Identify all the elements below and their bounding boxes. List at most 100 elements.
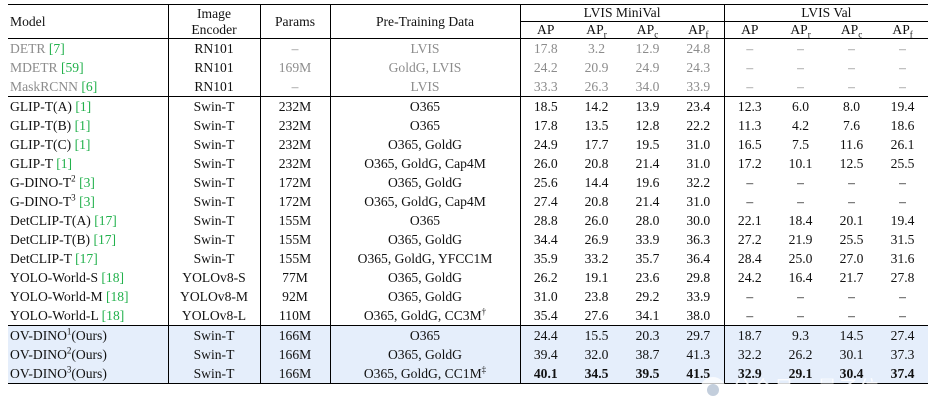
pretraining-data-header: Pre-Training Data xyxy=(330,4,521,39)
model-variant-sup: 2 xyxy=(66,345,72,356)
params-cell: 155M xyxy=(260,230,331,249)
model-name: YOLO-World-L xyxy=(10,308,102,323)
val-apc-cell: – xyxy=(848,308,855,323)
minival-ap-cell: 28.8 xyxy=(533,213,558,228)
val-apr-cell: 4.2 xyxy=(792,118,810,133)
val-apr-cell: 18.4 xyxy=(788,213,813,228)
minival-apc-cell: 29.2 xyxy=(635,289,660,304)
minival-apf-cell: 29.8 xyxy=(673,268,725,287)
table-body: DETR [7] RN101– LVIS 17.8 3.2 12.9 24.8– – – – MDE… xyxy=(8,38,929,384)
citation-ref: [1] xyxy=(75,99,92,114)
model-name-tail: (Ours) xyxy=(71,347,107,362)
val-apc-cell: 25.5 xyxy=(839,232,864,247)
minival-apf-cell: 41.3 xyxy=(673,345,725,364)
val-apf-cell: – xyxy=(899,308,906,323)
pretraining-data-text: O365 xyxy=(409,213,441,228)
citation-ref: [6] xyxy=(81,79,98,94)
model-name-tail: (Ours) xyxy=(71,366,107,381)
minival-apc-cell: 21.4 xyxy=(635,194,660,209)
val-apf-cell: – xyxy=(899,60,906,75)
minival-ap-cell: 18.5 xyxy=(520,96,571,116)
table-row: MDETR [59] RN101 169M GoldG, LVIS 24.2 20.9 24… xyxy=(8,58,928,77)
minival-apc-cell: 24.9 xyxy=(635,60,660,75)
val-apc-cell: – xyxy=(848,175,855,190)
val-apr-cell: 7.5 xyxy=(792,137,810,152)
minival-apr-cell: 20.9 xyxy=(584,60,609,75)
image-encoder-cell: RN101 xyxy=(168,58,261,77)
model-cell: OV-DINO1(Ours) xyxy=(8,325,169,345)
val-ap-cell: 32.9 xyxy=(724,364,776,384)
pretraining-data-text: LVIS xyxy=(410,79,440,94)
val-apf-cell: 19.4 xyxy=(877,96,929,116)
pretraining-data-text: O365, GoldG, YFCC1M xyxy=(357,251,493,266)
params-cell: – xyxy=(260,77,331,97)
minival-apr-cell: 23.8 xyxy=(584,289,609,304)
val-apr-cell: – xyxy=(797,60,804,75)
pretraining-data-cell: O365, GoldG xyxy=(330,173,521,192)
pretraining-data-cell: O365, GoldG xyxy=(330,268,521,287)
model-cell: GLIP-T(A) [1] xyxy=(8,96,169,116)
model-name: GLIP-T xyxy=(10,156,57,171)
val-ap-cell: – xyxy=(746,289,754,304)
minival-apc-cell: 28.0 xyxy=(635,213,660,228)
val-apc-cell: 7.6 xyxy=(843,118,861,133)
val-apf-cell: 18.6 xyxy=(890,118,915,133)
val-ap-cell: 24.2 xyxy=(737,270,762,285)
minival-apc-cell: 35.7 xyxy=(635,251,660,266)
minival-ap-cell: 17.8 xyxy=(533,118,558,133)
table-row: DetCLIP-T [17] Swin-T 155M O365, GoldG, YFC… xyxy=(8,249,928,268)
model-name: DetCLIP-T xyxy=(10,251,76,266)
image-encoder-cell: Swin-T xyxy=(168,345,261,364)
minival-apr-cell: 32.0 xyxy=(571,345,622,364)
val-apr-cell: 6.0 xyxy=(775,96,827,116)
table-header: Model Image Encoder Params Pre-Training D… xyxy=(8,4,929,39)
minival-ap-cell: 40.1 xyxy=(520,364,571,384)
minival-apf-header: APf xyxy=(673,21,725,39)
minival-ap-cell: 35.4 xyxy=(533,308,558,323)
model-name: MaskRCNN xyxy=(10,79,82,94)
minival-ap-cell: 35.9 xyxy=(533,251,558,266)
val-apc-cell: – xyxy=(848,60,855,75)
params-cell: 92M xyxy=(260,287,331,306)
citation-ref: [18] xyxy=(101,308,125,323)
model-name: OV-DINO xyxy=(10,366,67,381)
minival-apf-cell: 33.9 xyxy=(673,287,725,306)
model-cell: YOLO-World-L [18] xyxy=(8,306,169,326)
model-cell: OV-DINO2(Ours) xyxy=(8,345,169,364)
val-apc-cell: 30.1 xyxy=(826,345,878,364)
minival-apr-cell: 19.1 xyxy=(584,270,609,285)
model-name: GLIP-T(A) xyxy=(10,99,76,114)
image-encoder-cell: Swin-T xyxy=(168,96,261,116)
val-apf-cell: 37.4 xyxy=(877,364,929,384)
val-apf-header: APf xyxy=(877,21,929,39)
val-apc-cell: 8.0 xyxy=(826,96,878,116)
val-apf-cell: – xyxy=(899,175,906,190)
minival-apf-cell: 24.3 xyxy=(673,58,725,77)
model-cell: MaskRCNN [6] xyxy=(8,77,169,97)
image-encoder-cell: Swin-T xyxy=(168,135,261,154)
params-cell: 110M xyxy=(260,306,331,326)
val-apc-cell: 27.0 xyxy=(839,251,864,266)
lvis-minival-header: LVIS MiniVal xyxy=(520,4,725,22)
val-apr-cell: 29.1 xyxy=(775,364,827,384)
val-apf-cell: 26.1 xyxy=(890,137,915,152)
minival-apr-cell: 34.5 xyxy=(571,364,622,384)
minival-apr-cell: 3.2 xyxy=(588,41,605,56)
pretraining-data-text: O365, GoldG xyxy=(387,347,462,362)
table-row: DetCLIP-T(B) [17] Swin-T 155M O365, GoldG 34… xyxy=(8,230,928,249)
minival-ap-cell: 27.4 xyxy=(533,194,558,209)
val-apc-cell: – xyxy=(848,194,855,209)
val-apr-cell: – xyxy=(797,289,804,304)
val-apc-cell: – xyxy=(848,79,855,94)
minival-apc-cell: 34.1 xyxy=(635,308,660,323)
minival-ap-cell: 26.0 xyxy=(533,156,558,171)
pretraining-data-cell: GoldG, LVIS xyxy=(330,58,521,77)
val-ap-cell: – xyxy=(746,79,754,94)
val-apc-cell: – xyxy=(848,289,855,304)
minival-apc-cell: 23.6 xyxy=(635,270,660,285)
minival-apr-cell: 33.2 xyxy=(584,251,609,266)
params-cell: 166M xyxy=(260,325,331,345)
model-name: YOLO-World-M xyxy=(10,289,106,304)
table-row: DETR [7] RN101– LVIS 17.8 3.2 12.9 24.8– – – – xyxy=(8,38,928,58)
val-ap-header: AP xyxy=(724,21,776,39)
